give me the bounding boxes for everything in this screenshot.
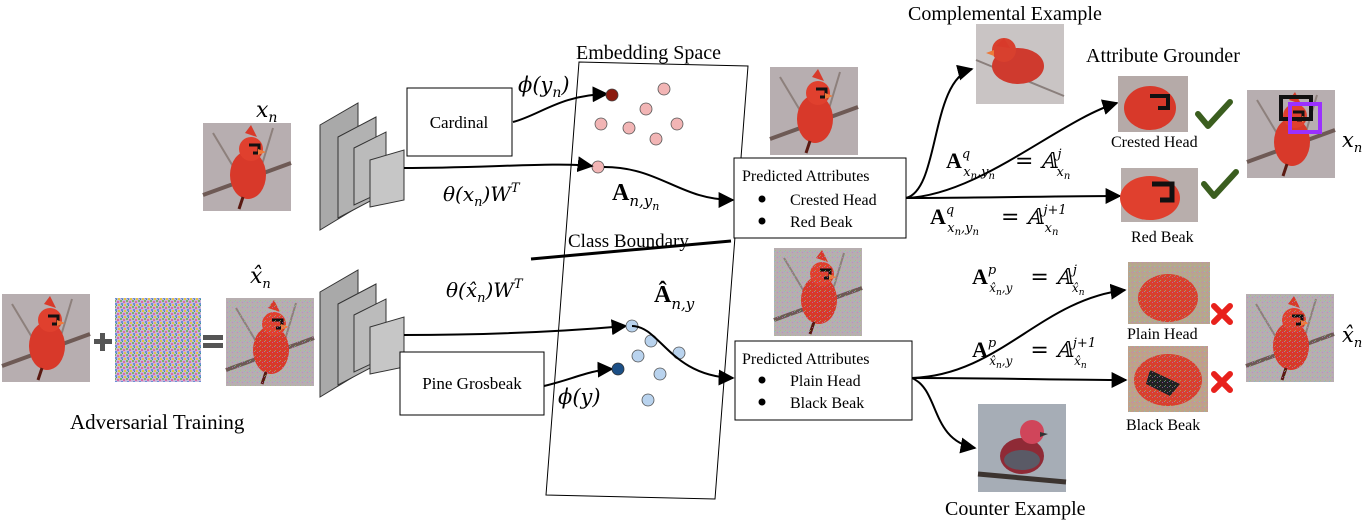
bullet-icon <box>758 195 766 203</box>
cardinal-photo <box>201 121 293 213</box>
arrow-embedding-to-predicted-bottom <box>631 325 735 386</box>
predicted-bottom-item-2: Black Beak <box>790 395 864 412</box>
embedding-space-title: Embedding Space <box>576 42 721 64</box>
adversarial-training-label: Adversarial Training <box>70 410 245 434</box>
label-phi-yn: ϕ(yn) <box>518 73 570 101</box>
cross-icon <box>1211 371 1233 393</box>
cnn-block-icon <box>319 269 405 398</box>
pine-grosbeak-label: Pine Grosbeak <box>422 374 522 393</box>
predicted-top-photo <box>768 65 860 157</box>
counter-example-title: Counter Example <box>945 498 1086 520</box>
attribute-grounder-title: Attribute Grounder <box>1086 45 1240 67</box>
label-x-n: xn <box>256 98 277 126</box>
input-photo <box>0 292 92 384</box>
arrow-to-black-beak <box>911 371 1128 388</box>
check-icon <box>1201 169 1239 199</box>
label-red-beak: Red Beak <box>1131 229 1194 246</box>
label-x-n-right: xn <box>1342 128 1362 156</box>
bullet-icon <box>758 217 766 225</box>
check-icon <box>1195 99 1233 129</box>
predicted-bottom-item-1: Plain Head <box>790 373 861 390</box>
cross-icon <box>1211 303 1233 325</box>
equation-top-2: Aq xn,yn= 𝔸j+1 xn <box>930 203 1067 238</box>
label-xhat-n-right: x̂n <box>1342 323 1362 351</box>
grounded-photo-bottom <box>1244 292 1336 384</box>
predicted-bottom-photo <box>772 246 864 338</box>
embedding-space-region <box>545 61 749 500</box>
cardinal-box-label: Cardinal <box>430 113 489 132</box>
label-black-beak: Black Beak <box>1126 417 1200 434</box>
arrow-cardinal-to-embedding <box>512 86 609 123</box>
label-Ahat-ny: Ân,y <box>654 281 695 313</box>
red-beak-photo <box>1120 168 1198 222</box>
label-phi-y: ϕ(y) <box>558 385 601 409</box>
plus-icon <box>94 333 112 351</box>
pine-grosbeak-box <box>399 351 545 416</box>
cardinal-cluster <box>591 82 684 174</box>
label-theta-xn: θ(xn)WT <box>443 181 521 210</box>
bullet-icon <box>758 398 766 406</box>
label-xhat-n: x̂n <box>250 264 271 292</box>
arrow-embedding-to-predicted-top <box>603 166 735 208</box>
crested-head-photo <box>1118 76 1188 132</box>
plain-head-photo <box>1128 262 1210 324</box>
label-crested-head: Crested Head <box>1111 134 1198 151</box>
complemental-example-title: Complemental Example <box>908 3 1102 25</box>
arrow-to-counter-example <box>911 377 977 454</box>
label-plain-head: Plain Head <box>1127 326 1198 343</box>
arrow-to-red-beak <box>905 188 1122 205</box>
label-A-ny: An,yn <box>612 180 659 213</box>
cardinal-box <box>406 87 513 157</box>
equation-bottom-2: Ap x̂n,y = 𝔸j+1 x̂n <box>972 336 1096 371</box>
counter-example-photo <box>978 404 1066 492</box>
arrow-cnn-to-embedding-bottom <box>403 319 628 336</box>
predicted-top-title: Predicted Attributes <box>742 168 870 185</box>
equation-top-1: Aq xn,yn= 𝔸j xn <box>946 147 1070 182</box>
equals-icon <box>203 335 223 348</box>
cnn-block-icon <box>319 102 405 231</box>
predicted-bottom-title: Predicted Attributes <box>742 351 870 368</box>
grounded-photo-top <box>1245 88 1337 180</box>
arrow-to-plain-head <box>911 283 1127 379</box>
complemental-example-photo <box>975 24 1065 104</box>
arrow-cnn-to-embedding-top <box>403 156 594 173</box>
black-beak-photo <box>1128 346 1208 412</box>
bullet-icon <box>758 376 766 384</box>
arrow-to-complemental <box>905 64 974 199</box>
noise-image <box>115 298 201 382</box>
equation-bottom-1: Ap x̂n,y = 𝔸j x̂n <box>972 263 1085 298</box>
label-theta-xhat: θ(x̂n)WT <box>446 277 524 306</box>
class-boundary-line <box>530 239 732 261</box>
arrow-pine-to-embedding <box>543 361 614 387</box>
predicted-top-item-2: Red Beak <box>790 214 853 231</box>
arrow-to-crested-head <box>905 99 1119 199</box>
predicted-top-item-1: Crested Head <box>790 192 877 209</box>
adversarial-photo <box>224 296 316 388</box>
